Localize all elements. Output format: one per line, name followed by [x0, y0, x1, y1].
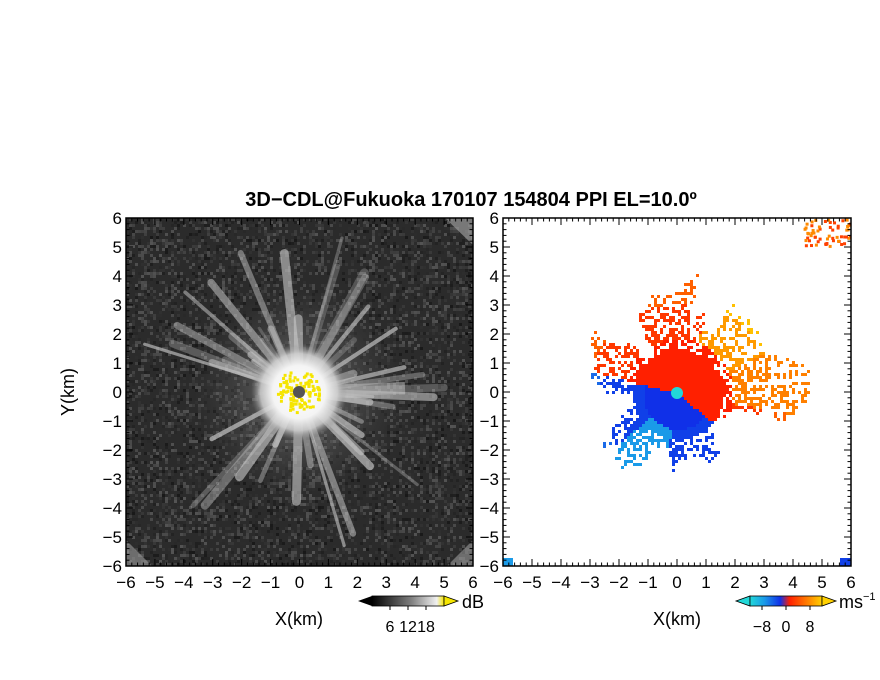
velocity-x-tick-label: −2	[609, 573, 628, 592]
velocity-colorbar-tick-label: 0	[782, 619, 791, 636]
snr-y-tick-label: −1	[103, 412, 122, 431]
snr-colorbar-unit: dB	[462, 592, 484, 612]
snr-x-axis-label: X(km)	[275, 609, 323, 629]
snr-x-tick-label: −1	[261, 573, 280, 592]
velocity-x-tick-label: 6	[846, 573, 855, 592]
velocity-y-tick-label: 1	[490, 354, 499, 373]
snr-x-tick-label: −3	[203, 573, 222, 592]
snr-y-tick-label: −4	[103, 499, 122, 518]
velocity-y-tick-label: −2	[480, 441, 499, 460]
velocity-colorbar-unit: ms−1	[839, 591, 876, 612]
velocity-field	[503, 218, 851, 566]
snr-x-tick-label: 5	[439, 573, 448, 592]
figure-title: 3D−CDL@Fukuoka 170107 154804 PPI EL=10.0…	[245, 189, 697, 211]
velocity-y-tick-label: −4	[480, 499, 499, 518]
snr-x-tick-label: −6	[116, 573, 135, 592]
velocity-x-tick-labels: −6 −5 −4 −3 −2 −1 0 1 2 3 4 5 6	[493, 573, 855, 592]
snr-x-tick-label: 0	[295, 573, 304, 592]
velocity-x-tick-label: −3	[580, 573, 599, 592]
velocity-y-tick-label: −5	[480, 528, 499, 547]
snr-colorbar-tick-label: 6	[386, 619, 395, 636]
snr-x-tick-label: −4	[174, 573, 193, 592]
velocity-y-tick-label: 0	[490, 383, 499, 402]
velocity-y-tick-label: 2	[490, 325, 499, 344]
snr-y-tick-label: 6	[113, 209, 122, 228]
snr-colorbar-tick-label: 12	[399, 619, 417, 636]
velocity-x-tick-label: −5	[522, 573, 541, 592]
velocity-x-tick-label: 1	[701, 573, 710, 592]
velocity-colorbar-unit-exponent: −1	[863, 591, 876, 603]
velocity-colorbar-low-arrow	[734, 595, 751, 607]
snr-x-tick-label: −2	[232, 573, 251, 592]
snr-colorbar-low-arrow	[358, 596, 372, 606]
snr-y-tick-label: 0	[113, 383, 122, 402]
velocity-colorbar: −8 0 8 ms−1	[734, 591, 876, 636]
snr-x-tick-label: 1	[324, 573, 333, 592]
snr-x-tick-label: 3	[382, 573, 391, 592]
velocity-colorbar-high-arrow	[821, 595, 838, 607]
velocity-colorbar-unit-base: ms	[839, 592, 863, 612]
snr-y-tick-label: 3	[113, 296, 122, 315]
snr-center-marker	[293, 386, 305, 398]
velocity-x-axis-label: X(km)	[653, 609, 701, 629]
snr-x-tick-label: −5	[145, 573, 164, 592]
snr-x-tick-label: 4	[410, 573, 419, 592]
snr-colorbar: 6 12 18 dB	[358, 592, 484, 636]
velocity-y-tick-label: −6	[480, 557, 499, 576]
velocity-y-tick-label: 4	[490, 267, 499, 286]
velocity-colorbar-bar	[749, 595, 823, 607]
snr-y-tick-label: 4	[113, 267, 122, 286]
velocity-y-tick-label: 6	[490, 209, 499, 228]
velocity-x-tick-label: 5	[817, 573, 826, 592]
snr-y-axis-label: Y(km)	[58, 368, 78, 416]
snr-y-tick-labels: −6 −5 −4 −3 −2 −1 0 1 2 3 4 5 6	[103, 209, 122, 576]
velocity-y-tick-label: −3	[480, 470, 499, 489]
snr-y-tick-label: −2	[103, 441, 122, 460]
snr-x-tick-label: 6	[468, 573, 477, 592]
velocity-x-tick-label: −1	[638, 573, 657, 592]
velocity-colorbar-tick-label: 8	[806, 619, 815, 636]
velocity-y-tick-label: 3	[490, 296, 499, 315]
velocity-y-tick-labels: −6 −5 −4 −3 −2 −1 0 1 2 3 4 5 6	[480, 209, 499, 576]
snr-y-tick-label: 2	[113, 325, 122, 344]
velocity-x-tick-label: 3	[759, 573, 768, 592]
velocity-y-tick-label: 5	[490, 238, 499, 257]
snr-axis-ticks	[125, 217, 474, 567]
velocity-x-tick-label: −4	[551, 573, 570, 592]
velocity-x-tick-label: 4	[788, 573, 797, 592]
velocity-axis-ticks	[502, 217, 852, 567]
snr-y-tick-label: 5	[113, 238, 122, 257]
snr-colorbar-high-arrow	[443, 595, 460, 607]
velocity-x-tick-label: 0	[672, 573, 681, 592]
snr-y-tick-label: 1	[113, 354, 122, 373]
velocity-y-tick-label: −1	[480, 412, 499, 431]
snr-y-tick-label: −5	[103, 528, 122, 547]
velocity-x-tick-label: 2	[730, 573, 739, 592]
snr-x-tick-labels: −6 −5 −4 −3 −2 −1 0 1 2 3 4 5 6	[116, 573, 477, 592]
snr-y-tick-label: −6	[103, 557, 122, 576]
velocity-panel: −6 −5 −4 −3 −2 −1 0 1 2 3 4 5 6 −6−5−4−3−2−10123456 …	[480, 209, 876, 636]
snr-x-tick-label: 2	[353, 573, 362, 592]
snr-colorbar-bar	[371, 595, 445, 607]
velocity-colorbar-tick-label: −8	[753, 619, 771, 636]
snr-colorbar-tick-label: 18	[417, 619, 435, 636]
velocity-center-marker	[671, 387, 683, 399]
velocity-x-tick-label: −6	[493, 573, 512, 592]
snr-panel: −6 −5 −4 −3 −2 −1 0 1 2 3 4 5 6 −6−5−4−3−2−10123456 …	[58, 209, 484, 636]
snr-y-tick-label: −3	[103, 470, 122, 489]
